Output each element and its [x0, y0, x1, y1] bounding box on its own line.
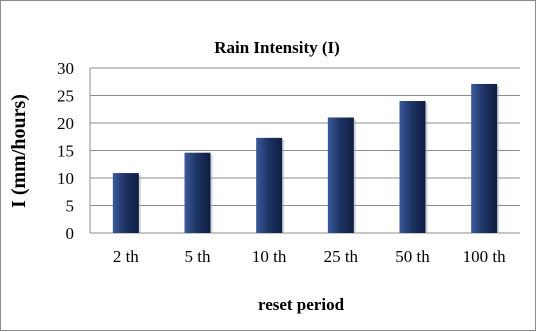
bar-rect [112, 173, 139, 233]
bar-rect [399, 101, 426, 233]
gridlines [89, 67, 520, 234]
x-tick-label: 5 th [185, 247, 211, 266]
chart-title: Rain Intensity (I) [214, 38, 340, 57]
x-tick-label: 50 th [395, 247, 430, 266]
y-tick-label: 20 [57, 114, 74, 133]
bar-rect [256, 137, 283, 233]
y-tick-label: 0 [66, 224, 75, 243]
bar [184, 152, 213, 233]
bar [399, 101, 428, 233]
x-tick-labels: 2 th 5 th 10 th 25 th 50 th 100 th [113, 247, 506, 266]
y-axis-title: I (mm/hours) [8, 94, 30, 208]
y-tick-label: 5 [66, 197, 75, 216]
bar-rect [327, 117, 354, 233]
bar [112, 173, 141, 233]
y-tick-label: 25 [57, 87, 74, 106]
bars [112, 83, 500, 233]
bar-rect [184, 152, 211, 233]
x-axis-title: reset period [258, 295, 345, 314]
y-tick-label: 15 [57, 142, 74, 161]
x-tick-label: 10 th [252, 247, 287, 266]
bar-rect [471, 83, 498, 233]
y-tick-label: 10 [57, 169, 74, 188]
x-tick-label: 2 th [113, 247, 139, 266]
bar [256, 137, 285, 233]
x-tick-label: 100 th [463, 247, 506, 266]
bar [471, 83, 500, 233]
y-tick-label: 30 [57, 59, 74, 78]
y-tick-labels: 0 5 10 15 20 25 30 [57, 59, 74, 243]
bar [327, 117, 356, 233]
x-tick-label: 25 th [324, 247, 359, 266]
